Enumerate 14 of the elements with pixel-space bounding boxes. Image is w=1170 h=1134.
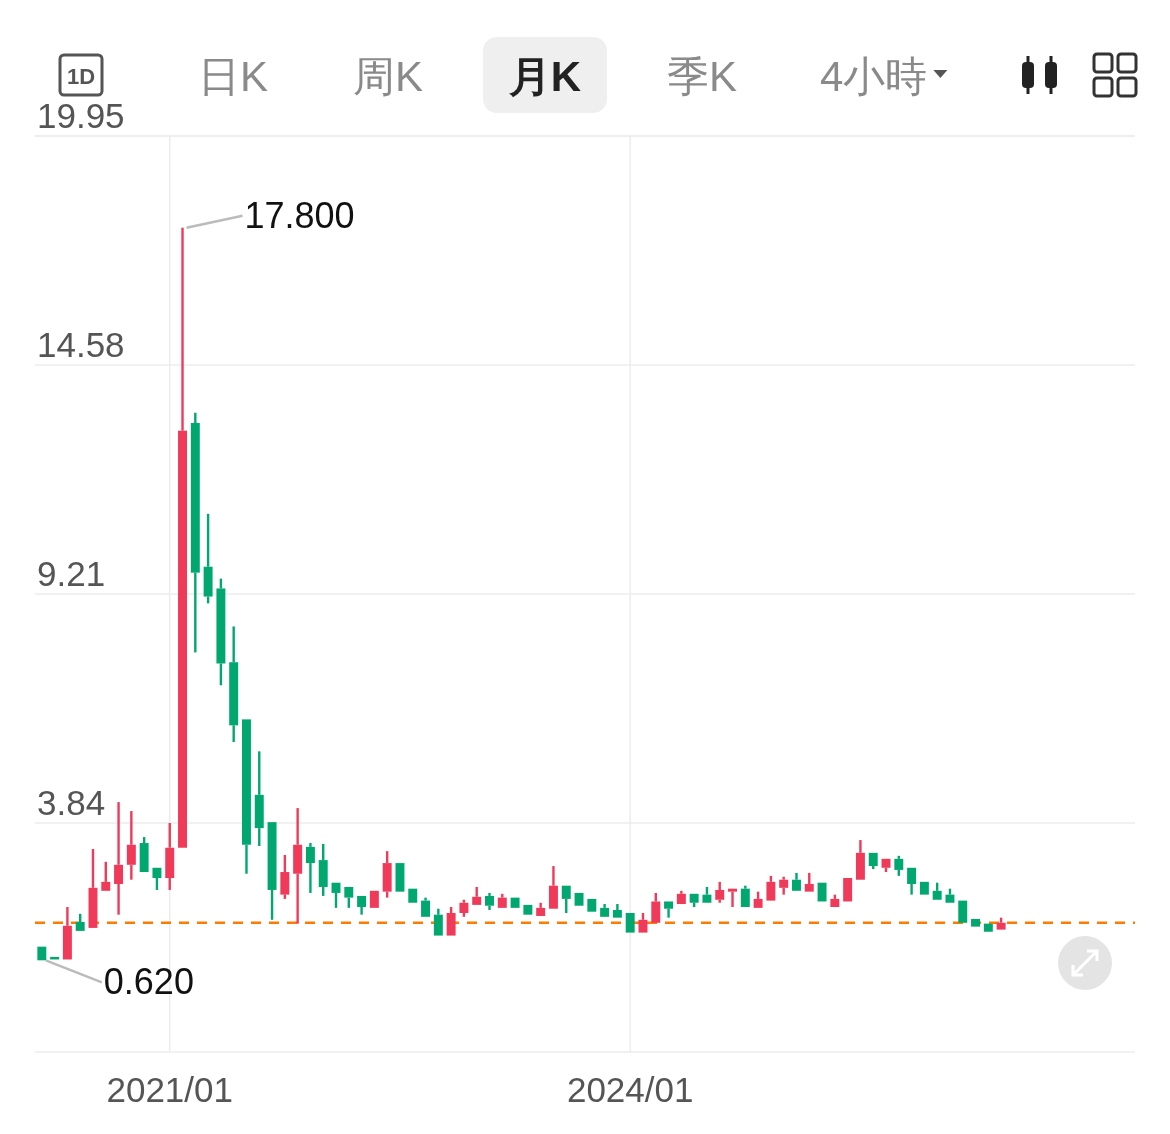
y-tick-label: 14.58 [37, 325, 125, 364]
x-tick-label: 2021/01 [106, 1070, 233, 1109]
text: 季K [666, 53, 738, 100]
text: 周K [352, 53, 424, 100]
x-tick-label: 2024/01 [566, 1070, 694, 1109]
text: 月K [507, 53, 582, 100]
text: 日K [197, 53, 269, 100]
y-tick-label: 19.95 [37, 96, 125, 135]
annotation: 17.800 [244, 194, 355, 236]
text: 1D [66, 64, 96, 89]
annotation: 0.620 [103, 961, 194, 1003]
text: 4小時 [820, 53, 928, 100]
y-tick-label: 9.21 [37, 554, 106, 593]
y-tick-label: 3.84 [37, 783, 106, 822]
